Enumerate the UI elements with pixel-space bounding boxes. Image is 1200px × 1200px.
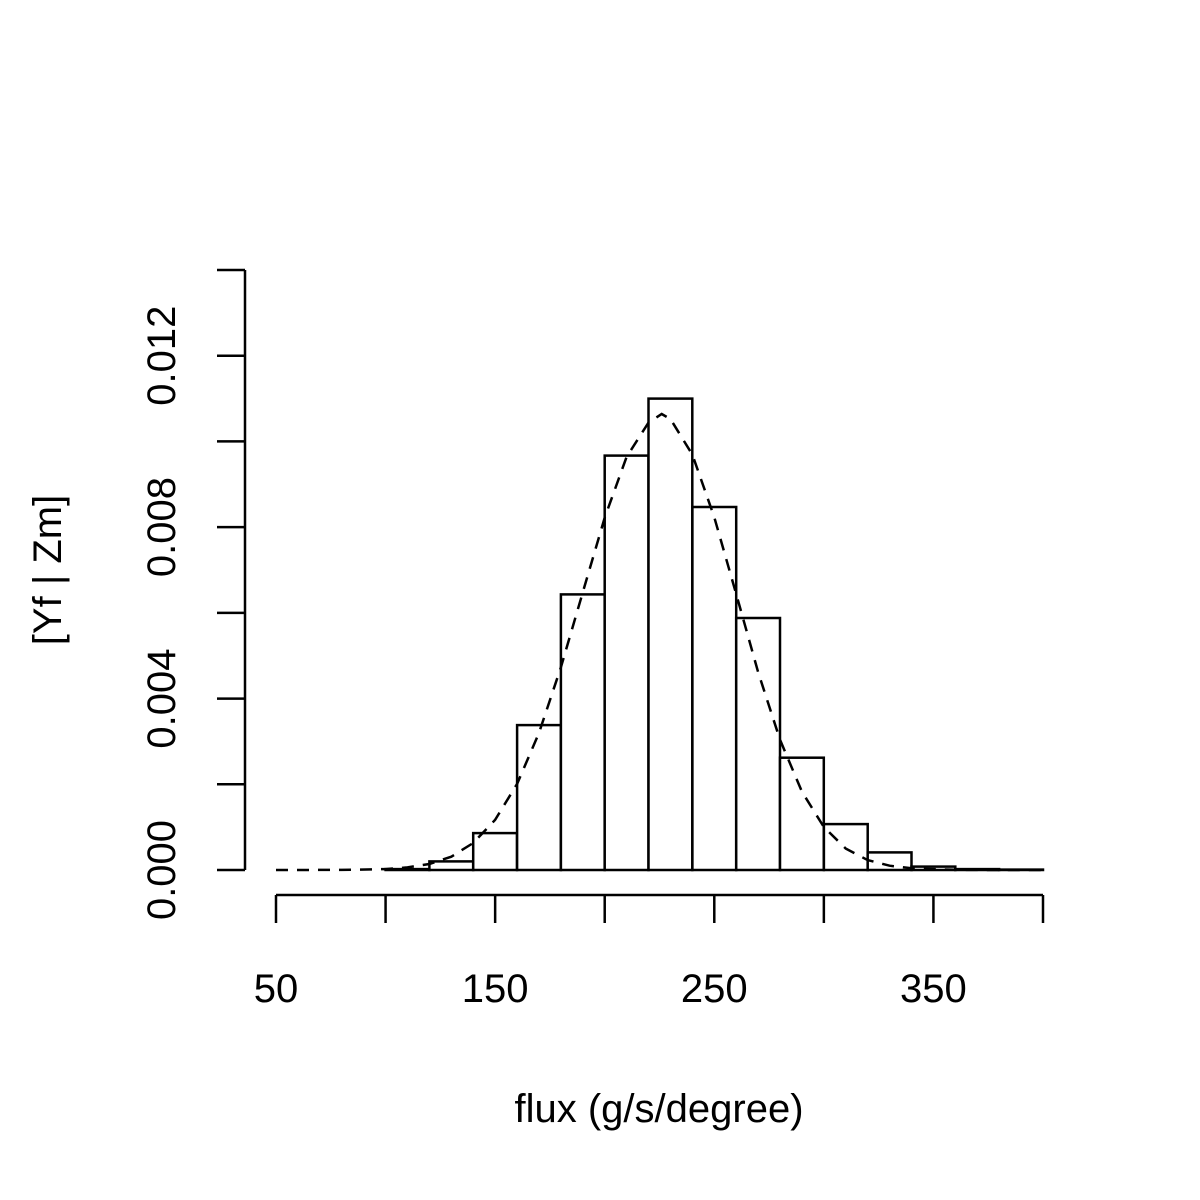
- y-tick-label: 0.008: [140, 477, 184, 577]
- histogram-bar: [734, 616, 782, 872]
- y-tick-label: 0.004: [140, 649, 184, 749]
- histogram-bar: [515, 723, 563, 872]
- density-curve: [275, 412, 1043, 872]
- x-tick-label: 350: [900, 967, 967, 1011]
- x-tick-label: 150: [462, 967, 529, 1011]
- x-tick-label: 50: [254, 967, 299, 1011]
- y-tick-label: 0.000: [140, 820, 184, 920]
- x-tick-label: 250: [681, 967, 748, 1011]
- histogram-bar: [647, 397, 694, 872]
- x-axis: 50 150 250 350: [254, 893, 1045, 1011]
- histogram-bar: [603, 454, 650, 872]
- histogram-bar: [428, 860, 475, 872]
- histogram-bar: [778, 756, 826, 872]
- histogram-bar: [691, 505, 738, 872]
- histogram-bar: [471, 831, 519, 872]
- x-axis-title: flux (g/s/degree): [514, 1087, 803, 1131]
- y-axis: 0.000 0.004 0.008 0.012: [140, 268, 247, 920]
- y-axis-title: [Yf | Zm]: [26, 495, 70, 645]
- histogram-bars: [384, 397, 1045, 872]
- histogram-bar: [559, 593, 606, 872]
- y-tick-label: 0.012: [140, 306, 184, 406]
